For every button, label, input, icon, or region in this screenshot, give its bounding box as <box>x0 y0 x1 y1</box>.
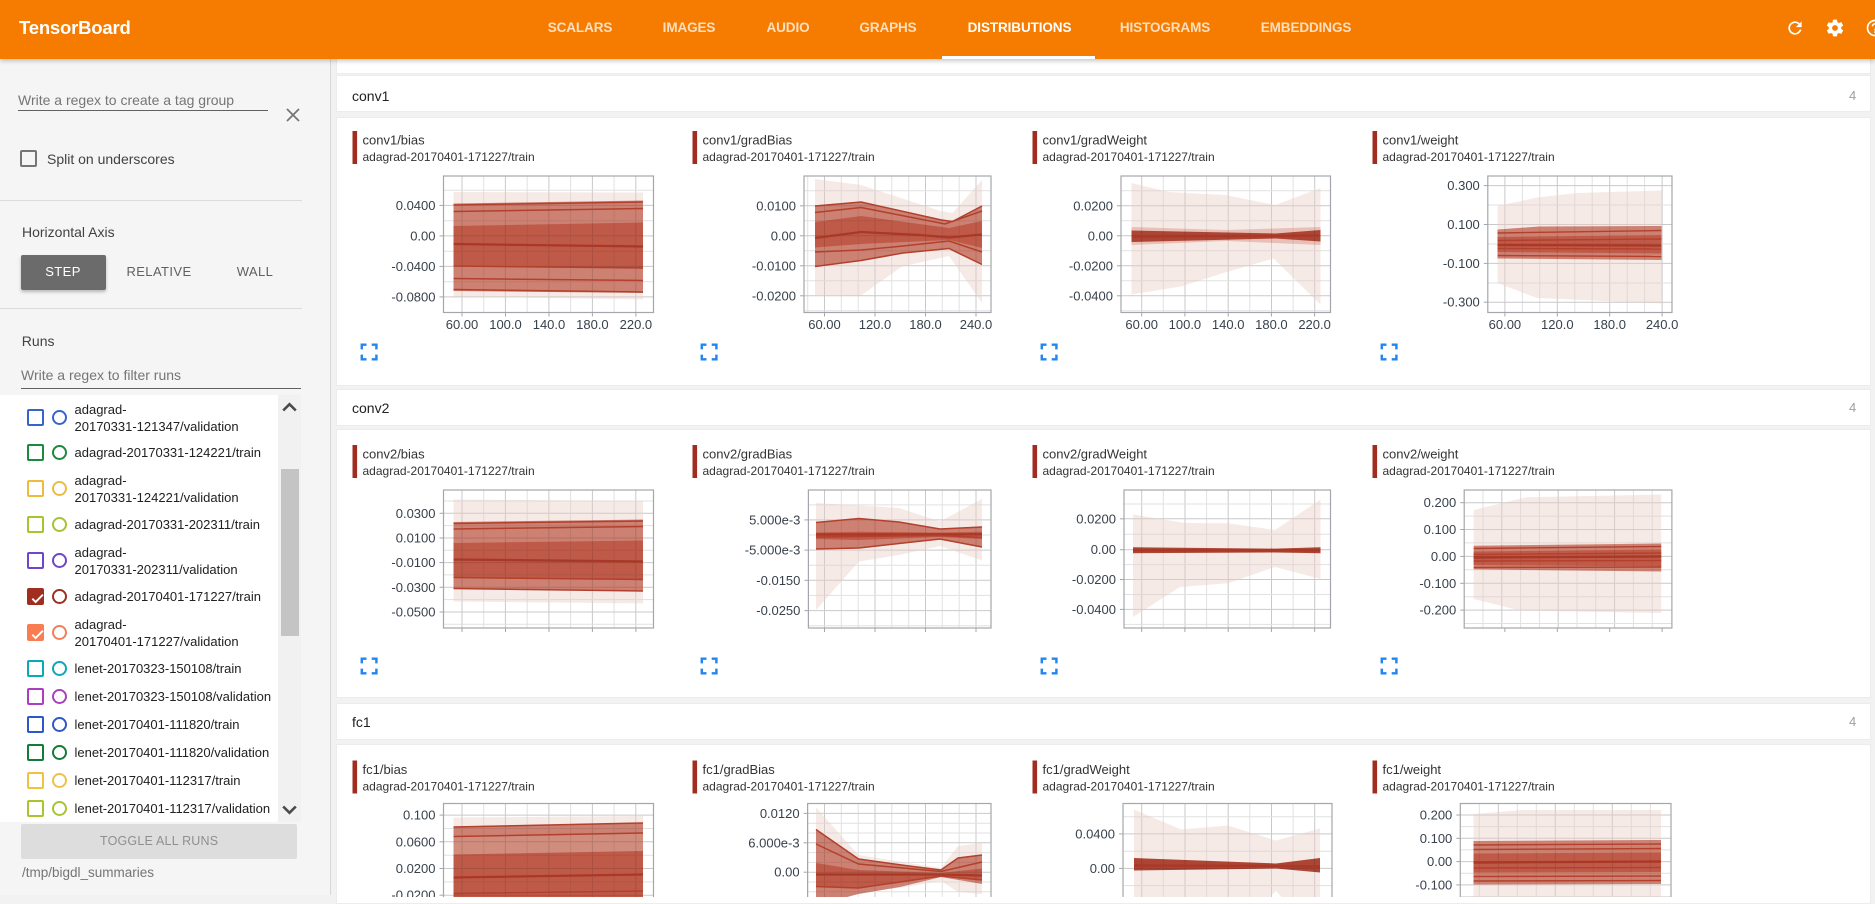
svg-text:conv1/bias: conv1/bias <box>363 133 426 148</box>
svg-text:0.00: 0.00 <box>774 865 799 880</box>
svg-text:100.0: 100.0 <box>489 317 522 332</box>
svg-text:100.0: 100.0 <box>1169 317 1202 332</box>
svg-text:conv2/bias: conv2/bias <box>363 447 426 462</box>
svg-text:adagrad-20170401-171227/train: adagrad-20170401-171227/train <box>363 780 535 794</box>
svg-text:180.0: 180.0 <box>576 317 609 332</box>
svg-text:-0.100: -0.100 <box>1415 877 1452 892</box>
svg-text:120.0: 120.0 <box>859 317 892 332</box>
svg-text:-0.0800: -0.0800 <box>391 289 435 304</box>
svg-text:-0.200: -0.200 <box>1419 603 1456 618</box>
svg-text:-0.0500: -0.0500 <box>391 605 435 620</box>
svg-text:fc1/gradBias: fc1/gradBias <box>703 762 776 777</box>
svg-text:120.0: 120.0 <box>1541 317 1574 332</box>
svg-text:fc1/gradWeight: fc1/gradWeight <box>1043 762 1131 777</box>
svg-text:-0.0200: -0.0200 <box>1072 572 1116 587</box>
svg-text:fc1/bias: fc1/bias <box>363 762 408 777</box>
svg-text:-0.0400: -0.0400 <box>1072 602 1116 617</box>
svg-text:180.0: 180.0 <box>909 317 942 332</box>
svg-text:240.0: 240.0 <box>1646 317 1679 332</box>
svg-text:-0.100: -0.100 <box>1443 256 1480 271</box>
svg-text:0.00: 0.00 <box>771 228 796 243</box>
svg-text:0.00: 0.00 <box>1088 228 1113 243</box>
svg-text:-0.0200: -0.0200 <box>391 888 435 897</box>
svg-text:0.0200: 0.0200 <box>1073 198 1113 213</box>
svg-text:60.00: 60.00 <box>446 317 479 332</box>
svg-text:adagrad-20170401-171227/train: adagrad-20170401-171227/train <box>1383 464 1555 478</box>
svg-text:60.00: 60.00 <box>1489 317 1522 332</box>
svg-text:-0.0150: -0.0150 <box>756 573 800 588</box>
svg-text:adagrad-20170401-171227/train: adagrad-20170401-171227/train <box>703 464 875 478</box>
svg-text:adagrad-20170401-171227/train: adagrad-20170401-171227/train <box>1383 150 1555 164</box>
svg-text:140.0: 140.0 <box>533 317 566 332</box>
svg-text:conv1/gradWeight: conv1/gradWeight <box>1043 133 1148 148</box>
svg-text:adagrad-20170401-171227/train: adagrad-20170401-171227/train <box>703 780 875 794</box>
svg-text:0.200: 0.200 <box>1420 808 1453 823</box>
svg-text:adagrad-20170401-171227/train: adagrad-20170401-171227/train <box>703 150 875 164</box>
svg-text:-0.0200: -0.0200 <box>752 288 796 303</box>
svg-text:-0.0250: -0.0250 <box>756 603 800 618</box>
svg-text:-5.000e-3: -5.000e-3 <box>745 543 801 558</box>
svg-text:140.0: 140.0 <box>1212 317 1245 332</box>
svg-text:220.0: 220.0 <box>1298 317 1331 332</box>
svg-text:0.100: 0.100 <box>1424 522 1457 537</box>
svg-text:conv2/weight: conv2/weight <box>1383 447 1459 462</box>
svg-text:-0.0200: -0.0200 <box>1069 258 1113 273</box>
svg-text:-0.0400: -0.0400 <box>391 259 435 274</box>
svg-text:60.00: 60.00 <box>1125 317 1158 332</box>
svg-text:60.00: 60.00 <box>808 317 841 332</box>
svg-text:0.0300: 0.0300 <box>396 506 436 521</box>
svg-text:fc1/weight: fc1/weight <box>1383 762 1442 777</box>
svg-text:0.00: 0.00 <box>1090 861 1115 876</box>
svg-text:conv1/gradBias: conv1/gradBias <box>703 133 793 148</box>
svg-text:adagrad-20170401-171227/train: adagrad-20170401-171227/train <box>1383 780 1555 794</box>
svg-text:conv2/gradWeight: conv2/gradWeight <box>1043 447 1148 462</box>
svg-text:-0.0100: -0.0100 <box>391 555 435 570</box>
svg-text:conv1/weight: conv1/weight <box>1383 133 1459 148</box>
svg-text:conv2/gradBias: conv2/gradBias <box>703 447 793 462</box>
svg-text:0.300: 0.300 <box>1447 178 1480 193</box>
svg-text:-0.0300: -0.0300 <box>391 580 435 595</box>
svg-text:220.0: 220.0 <box>620 317 653 332</box>
svg-text:adagrad-20170401-171227/train: adagrad-20170401-171227/train <box>1043 780 1215 794</box>
svg-text:-0.300: -0.300 <box>1443 295 1480 310</box>
svg-text:-0.0400: -0.0400 <box>1069 288 1113 303</box>
svg-text:-0.0100: -0.0100 <box>752 258 796 273</box>
svg-text:0.100: 0.100 <box>403 808 436 823</box>
svg-text:adagrad-20170401-171227/train: adagrad-20170401-171227/train <box>1043 464 1215 478</box>
svg-text:adagrad-20170401-171227/train: adagrad-20170401-171227/train <box>363 150 535 164</box>
svg-text:5.000e-3: 5.000e-3 <box>749 512 800 527</box>
svg-text:180.0: 180.0 <box>1593 317 1626 332</box>
svg-text:0.0100: 0.0100 <box>396 531 436 546</box>
svg-text:0.0400: 0.0400 <box>396 198 436 213</box>
svg-text:0.100: 0.100 <box>1420 831 1453 846</box>
svg-text:0.00: 0.00 <box>410 228 435 243</box>
svg-text:0.200: 0.200 <box>1424 495 1457 510</box>
svg-text:0.00: 0.00 <box>1427 854 1452 869</box>
svg-text:0.0100: 0.0100 <box>756 198 796 213</box>
svg-text:adagrad-20170401-171227/train: adagrad-20170401-171227/train <box>363 464 535 478</box>
svg-text:0.0120: 0.0120 <box>760 806 800 821</box>
svg-text:240.0: 240.0 <box>960 317 993 332</box>
svg-text:0.0600: 0.0600 <box>396 834 436 849</box>
svg-text:-0.100: -0.100 <box>1419 576 1456 591</box>
svg-text:0.0400: 0.0400 <box>1075 826 1115 841</box>
svg-text:6.000e-3: 6.000e-3 <box>748 835 799 850</box>
svg-text:adagrad-20170401-171227/train: adagrad-20170401-171227/train <box>1043 150 1215 164</box>
svg-text:0.100: 0.100 <box>1447 217 1480 232</box>
svg-text:180.0: 180.0 <box>1255 317 1288 332</box>
svg-text:0.00: 0.00 <box>1431 549 1456 564</box>
svg-text:0.0200: 0.0200 <box>396 861 436 876</box>
svg-text:0.0200: 0.0200 <box>1076 511 1116 526</box>
svg-text:0.00: 0.00 <box>1091 542 1116 557</box>
